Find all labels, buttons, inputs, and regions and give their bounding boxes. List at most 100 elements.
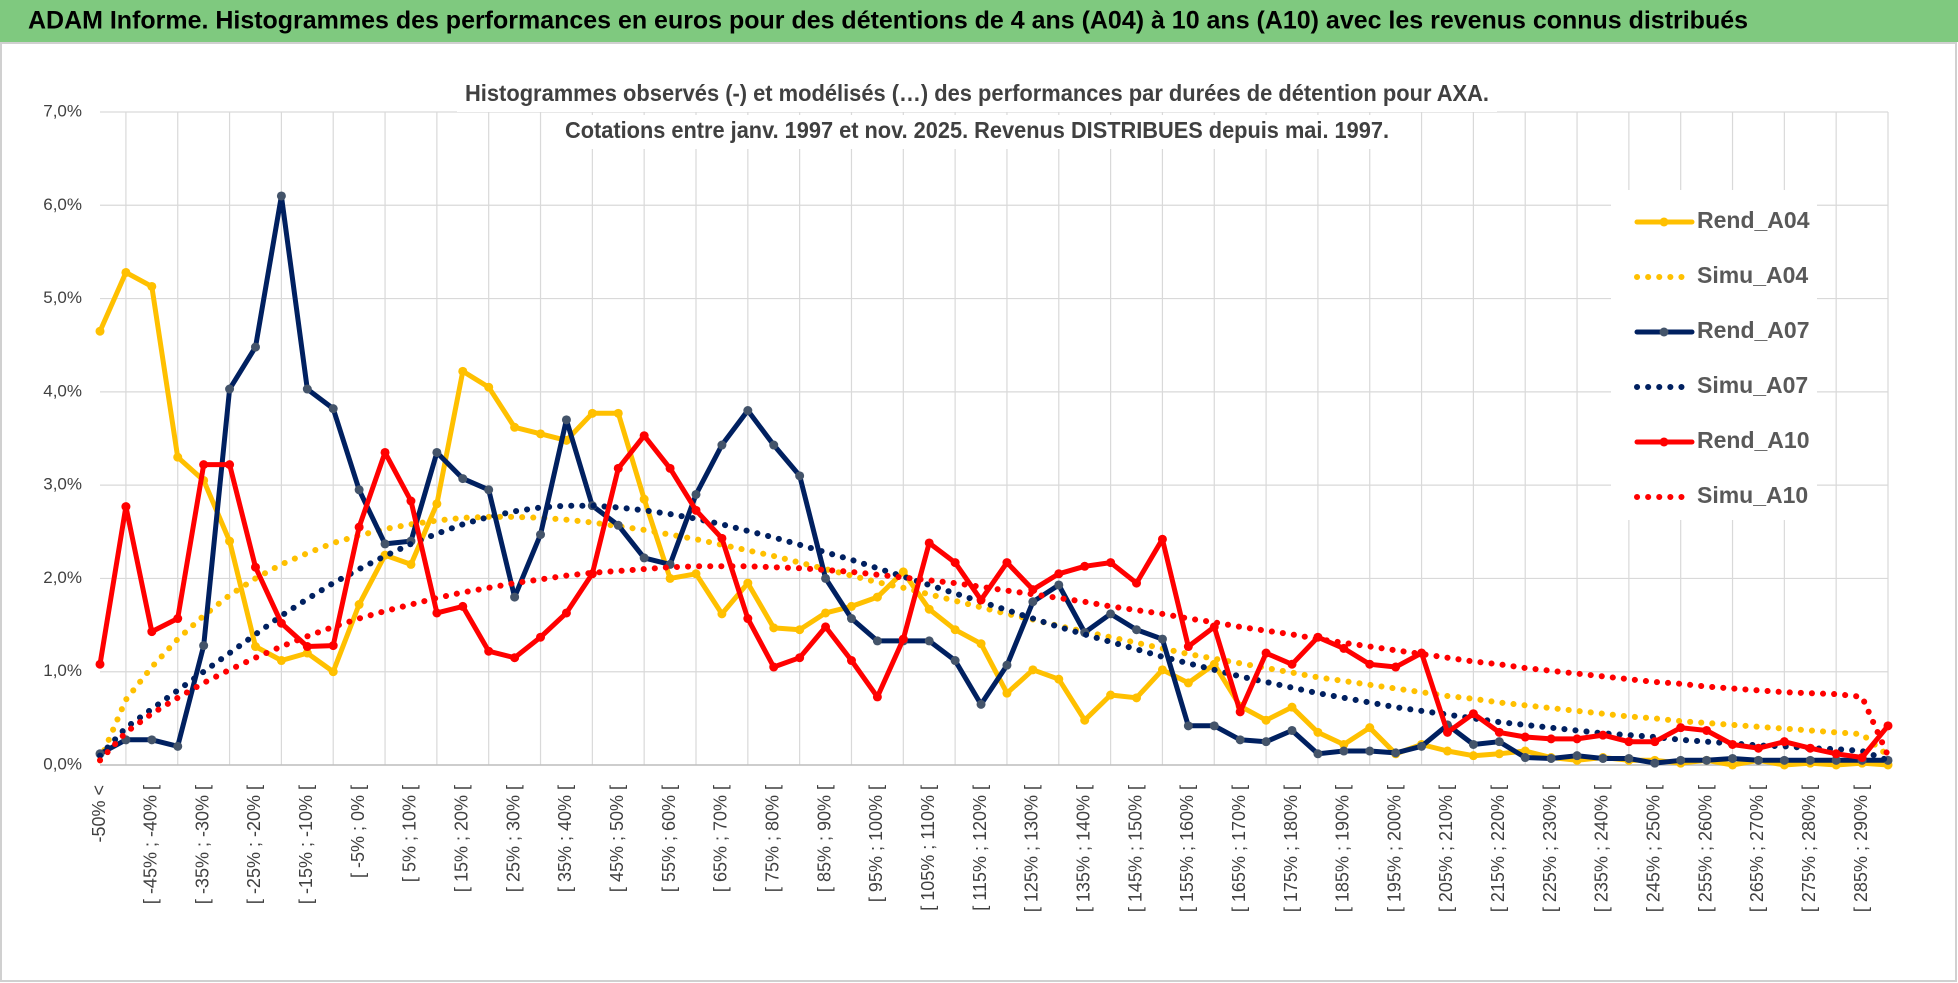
point [1728,760,1738,770]
point [1494,727,1504,737]
point [380,447,390,457]
point [458,474,468,484]
point [225,460,235,470]
point [510,653,520,663]
x-tick-label: [ -25% ; -20% [ [244,785,264,904]
point [1002,558,1012,568]
point [691,569,701,579]
x-tick-label: [ -5% ; 0% [ [348,785,368,878]
point [1572,734,1582,744]
point [976,595,986,605]
point [1261,648,1271,658]
point [173,452,183,462]
y-tick-label: 6,0% [43,195,82,214]
point [1779,737,1789,747]
x-tick-label: [ 195% ; 200% [ [1384,785,1404,912]
point [769,662,779,672]
point [1339,643,1349,653]
point [665,463,675,473]
y-tick-label: 3,0% [43,475,82,494]
point [95,659,105,669]
point [1183,678,1193,688]
point [1805,743,1815,753]
x-tick-label: [ 215% ; 220% [ [1488,785,1508,912]
point [1183,721,1193,731]
point [1831,749,1841,759]
point [613,463,623,473]
point [484,485,494,495]
title-background [457,78,1497,112]
point [976,699,986,709]
x-tick-label: [ 65% ; 70% [ [711,785,731,892]
point [924,538,934,548]
point [354,522,364,532]
x-tick-label: [ -35% ; -30% [ [192,785,212,904]
point [1157,634,1167,644]
point [225,384,235,394]
point [1494,737,1504,747]
point [1106,558,1116,568]
point [406,559,416,569]
point [536,530,546,540]
point [846,656,856,666]
point [1598,753,1608,763]
legend-marker [1659,437,1669,447]
point [484,646,494,656]
point [199,460,209,470]
legend-marker [1659,217,1669,227]
x-tick-label: [ 155% ; 160% [ [1177,785,1197,912]
point [1054,580,1064,590]
chart-title: Histogrammes observés (-) et modélisés (… [465,80,1489,106]
point [406,496,416,506]
point [1028,597,1038,607]
point [691,505,701,515]
point [561,415,571,425]
point [328,667,338,677]
point [1805,755,1815,765]
x-tick-label: [ 275% ; 280% [ [1799,785,1819,912]
point [1520,732,1530,742]
point [950,625,960,635]
point [1857,753,1867,763]
x-tick-label: [ 55% ; 60% [ [659,785,679,892]
point [639,494,649,504]
point [536,429,546,439]
chart-frame [0,42,1957,982]
point [199,641,209,651]
point [1728,753,1738,763]
point [354,600,364,610]
point [1287,725,1297,735]
x-tick-label: [ 35% ; 40% [ [555,785,575,892]
y-tick-label: 7,0% [43,101,82,120]
y-tick-label: 5,0% [43,288,82,307]
point [1494,749,1504,759]
point [1235,735,1245,745]
point [1339,739,1349,749]
x-tick-label: [ 205% ; 210% [ [1436,785,1456,912]
point [743,578,753,588]
point [302,384,312,394]
x-tick-label: [ 145% ; 150% [ [1125,785,1145,912]
point [1080,561,1090,571]
model-line [97,513,1891,764]
point [717,533,727,543]
point [1106,690,1116,700]
point [950,656,960,666]
point [302,642,312,652]
point [147,735,157,745]
point [872,692,882,702]
point [432,608,442,618]
point [821,622,831,632]
point [1702,725,1712,735]
point [276,656,286,666]
x-tick-label: [ 85% ; 90% [ [814,785,834,892]
point [1650,758,1660,768]
point [1391,748,1401,758]
point [1313,749,1323,759]
point [458,366,468,376]
point [1287,702,1297,712]
point [795,625,805,635]
point [821,608,831,618]
x-tick-label: [ 95% ; 100% [ [866,785,886,902]
point [328,641,338,651]
